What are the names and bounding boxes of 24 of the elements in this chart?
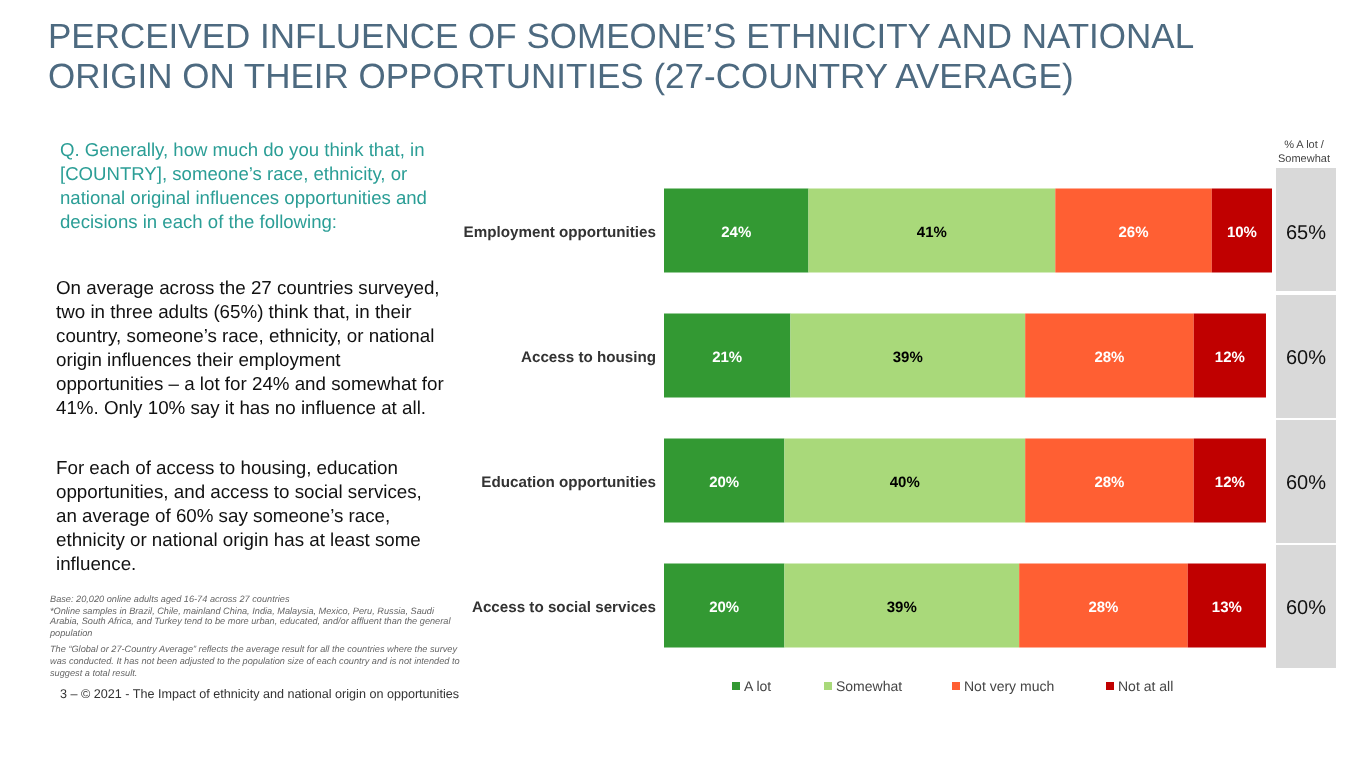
bar <box>1019 563 1188 648</box>
bar <box>1211 188 1272 273</box>
bar <box>1193 313 1266 398</box>
chart-title: PERCEIVED INFLUENCE OF SOMEONE’S ETHNICITY AND NATIONAL ORIGIN ON THEIR OPPORTUNITIES (27-COUNTRY AVERAGE) <box>48 16 1195 96</box>
text: On average across the 27 countries surveyed, two in three adults (65%) think that, in their country, someone’s race, ethnicity, or national origin influences their employment opportunities – a lot for 24% and somewhat for 41%. Only 10% say it has no influence at all. <box>56 276 446 420</box>
bar <box>664 313 791 398</box>
bar <box>1193 438 1266 523</box>
text: Q. Generally, how much do you think that, in [COUNTRY], someone’s race, ethnicity, or national original influences opportunities and decisions in each of the following: <box>60 138 429 234</box>
text: 65% <box>1285 222 1327 245</box>
bar <box>790 313 1026 398</box>
text: 60% <box>1285 347 1327 370</box>
bar <box>808 188 1056 273</box>
bar <box>1055 188 1212 273</box>
bar <box>1025 438 1194 523</box>
text: 60% <box>1285 472 1327 495</box>
bar <box>664 438 785 523</box>
bar <box>1187 563 1266 648</box>
text: 60% <box>1285 597 1327 620</box>
bar <box>1025 313 1194 398</box>
bar <box>664 188 809 273</box>
bar <box>664 563 785 648</box>
bar <box>784 563 1020 648</box>
text: For each of access to housing, education opportunities, and access to social services, an average of 60% say someone’s race, ethnicity or national origin has at least some influence. <box>56 456 424 576</box>
bar <box>784 438 1026 523</box>
